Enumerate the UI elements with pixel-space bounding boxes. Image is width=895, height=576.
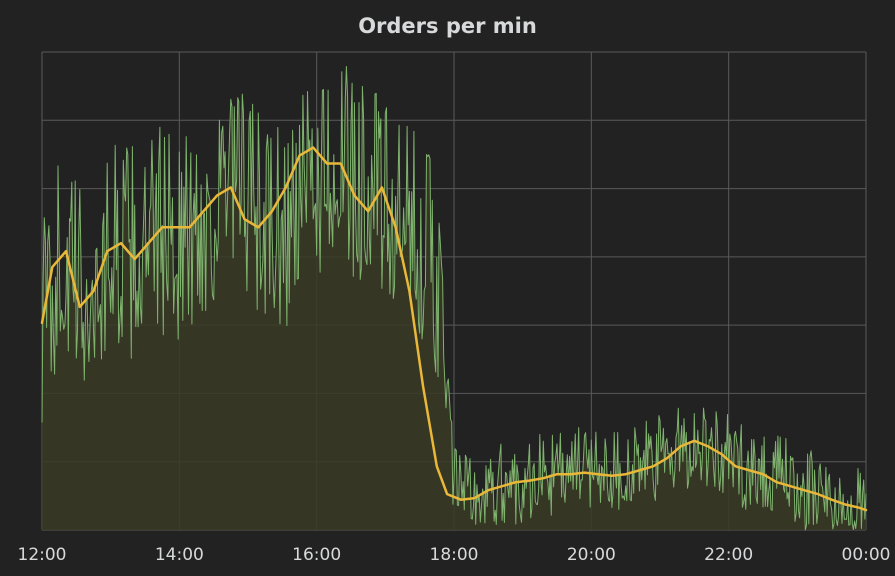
x-tick-label: 12:00 <box>18 545 67 565</box>
raw-series-area <box>42 66 866 530</box>
smoothed-series-line <box>40 146 868 512</box>
x-tick-label: 14:00 <box>155 545 204 565</box>
raw-series-line <box>41 66 867 531</box>
x-tick-label: 00:00 <box>842 545 891 565</box>
chart-title: Orders per min <box>358 14 537 38</box>
x-tick-label: 18:00 <box>430 545 479 565</box>
x-tick-label: 20:00 <box>567 545 616 565</box>
x-tick-label: 16:00 <box>292 545 341 565</box>
x-tick-label: 22:00 <box>704 545 753 565</box>
